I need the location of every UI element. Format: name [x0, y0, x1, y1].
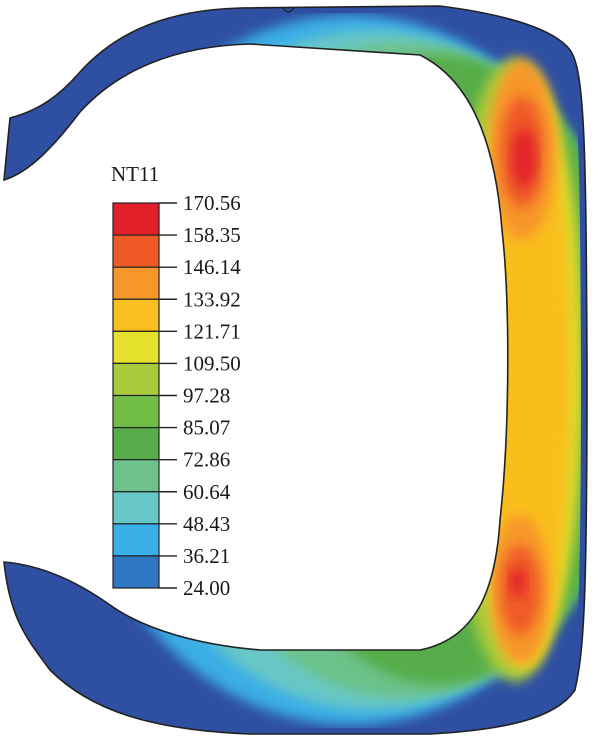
- legend-swatch: [112, 491, 160, 525]
- hotspot-top: [512, 128, 536, 188]
- legend-value-label: 97.28: [183, 384, 230, 408]
- legend-value-label: 60.64: [183, 480, 231, 504]
- crown-notch: [282, 7, 295, 13]
- legend-value-label: 48.43: [183, 512, 230, 536]
- tire-outline: [3, 5, 588, 735]
- legend-swatch: [112, 234, 160, 268]
- legend-value-label: 170.56: [183, 191, 241, 215]
- legend-swatches: [112, 202, 160, 589]
- legend-value-label: 72.86: [183, 448, 230, 472]
- legend-title: NT11: [111, 162, 159, 186]
- legend-swatch: [112, 426, 160, 461]
- legend-value-label: 109.50: [183, 351, 241, 375]
- legend-swatch: [112, 555, 160, 589]
- hotspot-bottom: [510, 568, 526, 596]
- legend-swatch: [112, 523, 160, 557]
- legend-swatch: [112, 330, 160, 365]
- legend-value-label: 85.07: [183, 416, 230, 440]
- legend-swatch: [112, 202, 160, 236]
- legend-value-label: 158.35: [183, 223, 241, 247]
- legend-swatch: [112, 459, 160, 493]
- legend-ticks: [159, 202, 177, 589]
- legend-swatch: [112, 362, 160, 397]
- legend: NT11 170.56 158.35 146.14 133.92 121.71 109.5…: [111, 162, 241, 600]
- legend-swatch: [112, 266, 160, 300]
- legend-value-label: 121.71: [183, 319, 241, 343]
- legend-value-label: 36.21: [183, 544, 230, 568]
- legend-swatch: [112, 298, 160, 332]
- legend-value-label: 146.14: [183, 255, 241, 279]
- legend-swatch: [112, 394, 160, 429]
- legend-labels: 170.56 158.35 146.14 133.92 121.71 109.50 97.2…: [183, 191, 241, 600]
- legend-value-label: 24.00: [183, 576, 230, 600]
- legend-value-label: 133.92: [183, 287, 241, 311]
